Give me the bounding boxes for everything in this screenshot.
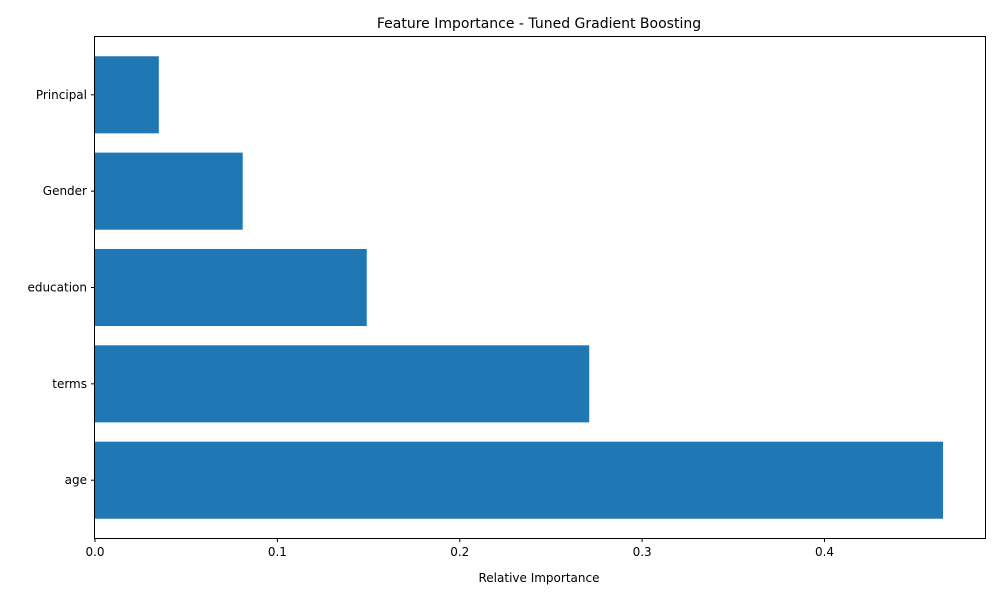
y-tick-group: age terms education Gender Principal [27,88,95,487]
chart-title: Feature Importance - Tuned Gradient Boos… [377,16,701,32]
x-axis-label: Relative Importance [479,571,600,585]
y-tick-label: terms [52,377,87,391]
x-tick-label: 0.4 [815,545,834,559]
bar-age [95,441,944,519]
y-tick-label: Principal [36,88,87,102]
x-tick-group: 0.0 0.1 0.2 0.3 0.4 [85,538,834,559]
x-tick-label: 0.2 [450,545,469,559]
bars-group [95,56,944,519]
x-tick-label: 0.1 [268,545,287,559]
bar-principal [95,56,159,134]
y-tick-label: education [27,281,87,295]
bar-gender [95,152,243,230]
bar-education [95,248,367,327]
y-tick-label: Gender [43,184,87,198]
plot-frame [94,36,986,539]
x-tick-label: 0.0 [85,545,104,559]
bar-terms [95,345,590,423]
x-tick-label: 0.3 [633,545,652,559]
y-tick-label: age [65,473,87,487]
